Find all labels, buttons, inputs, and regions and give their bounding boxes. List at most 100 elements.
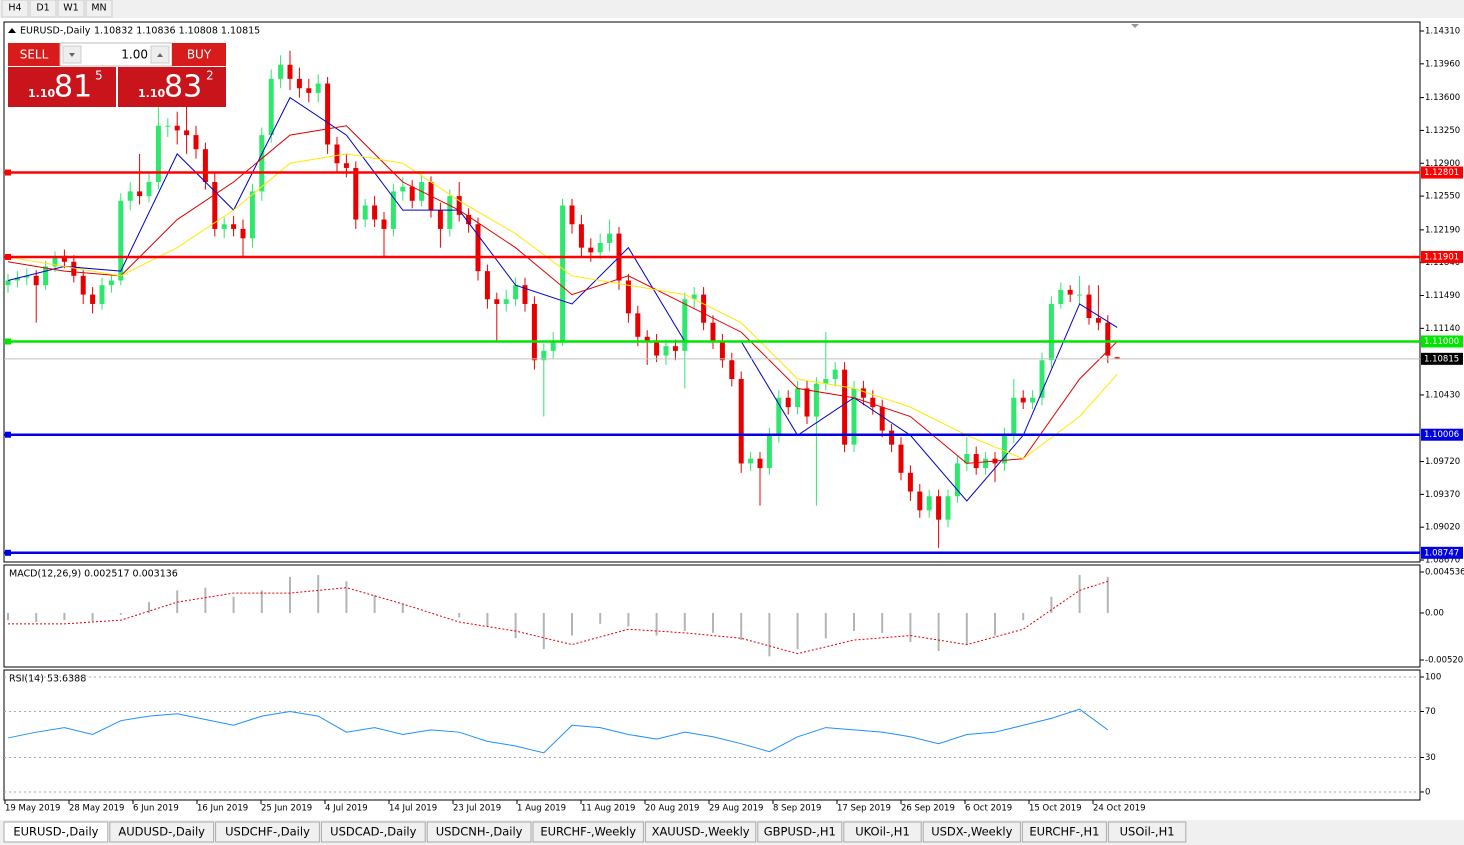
- candle-body: [691, 294, 697, 300]
- y-tick-label: 0.004536: [1425, 568, 1464, 578]
- candle-body: [155, 125, 161, 183]
- tab[interactable]: [1107, 821, 1187, 843]
- x-tick-label: 4 Jul 2019: [325, 804, 368, 814]
- x-tick-label: 15 Oct 2019: [1029, 804, 1082, 814]
- candle-body: [184, 130, 190, 136]
- y-tick-label: 1.09720: [1425, 457, 1460, 467]
- candle-body: [701, 294, 707, 323]
- tab[interactable]: [3, 821, 109, 843]
- candle-body: [983, 458, 989, 469]
- candle-body: [456, 196, 462, 215]
- bid-prefix: 1.10: [28, 87, 55, 100]
- candle-body: [24, 275, 30, 278]
- candle-body: [945, 496, 951, 520]
- candle-body: [766, 435, 772, 469]
- candle-body: [889, 430, 895, 445]
- x-tick-label: 24 Oct 2019: [1093, 804, 1146, 814]
- candle-body: [926, 496, 932, 511]
- timeframe-button[interactable]: [85, 0, 113, 18]
- y-tick-label: 1.09370: [1425, 490, 1460, 500]
- candle-body: [710, 322, 716, 342]
- candle-body: [118, 200, 124, 281]
- candle-body: [785, 397, 791, 408]
- candle-body: [108, 280, 114, 286]
- timeframe-button[interactable]: [1, 0, 29, 18]
- candle-body: [287, 64, 293, 79]
- macd-frame: [3, 564, 1421, 668]
- buy-label: BUY: [187, 48, 212, 62]
- candle-body: [400, 186, 406, 192]
- candle-body: [372, 205, 378, 220]
- candle-body: [1095, 318, 1101, 323]
- tab-label: EURUSD-,Daily: [13, 825, 98, 839]
- tab[interactable]: [109, 821, 215, 843]
- collapse-icon: [8, 28, 16, 33]
- tab[interactable]: [757, 821, 843, 843]
- sell-button[interactable]: [8, 43, 60, 66]
- tab[interactable]: [532, 821, 644, 843]
- candle-body: [936, 496, 942, 520]
- bid-box[interactable]: [8, 67, 116, 107]
- candle-body: [917, 491, 923, 511]
- ask-box[interactable]: [118, 67, 226, 107]
- candle-body: [80, 275, 86, 295]
- candle-body: [325, 83, 331, 145]
- tab[interactable]: [320, 821, 426, 843]
- candle-body: [137, 191, 143, 197]
- level-handle[interactable]: [5, 253, 11, 260]
- candle-body: [61, 257, 67, 262]
- x-tick-label: 14 Jul 2019: [389, 804, 437, 814]
- tab[interactable]: [426, 821, 532, 843]
- level-label: 1.11901: [1424, 252, 1459, 262]
- candle-body: [541, 350, 547, 361]
- y-tick-label: 1.12190: [1425, 225, 1460, 235]
- tab[interactable]: [644, 821, 757, 843]
- tab-label: USDCHF-,Daily: [225, 825, 310, 839]
- x-tick-label: 25 Jun 2019: [261, 804, 312, 814]
- y-tick-label: 100: [1425, 673, 1441, 683]
- candle-body: [1086, 294, 1092, 319]
- candle-body: [381, 219, 387, 229]
- candle-body: [513, 285, 519, 300]
- candle-body: [832, 369, 838, 379]
- timeframe-button[interactable]: [57, 0, 85, 18]
- candle-body: [484, 271, 490, 300]
- main-frame: [3, 21, 1421, 563]
- level-label: 1.10006: [1424, 430, 1459, 440]
- level-handle[interactable]: [5, 431, 11, 438]
- candle-body: [343, 163, 349, 168]
- candle-body: [221, 224, 227, 229]
- candle-body: [362, 205, 368, 220]
- volume-value: 1.00: [121, 48, 148, 62]
- level-label-box: [1421, 428, 1463, 441]
- candle-body: [851, 388, 857, 445]
- level-handle[interactable]: [5, 338, 11, 345]
- candle-body: [973, 454, 979, 469]
- timeframe-label: W1: [63, 3, 78, 14]
- ohlc-header: 1.10832 1.10836 1.10808 1.10815: [94, 26, 260, 37]
- tab[interactable]: [1021, 821, 1107, 843]
- x-tick-label: 6 Jun 2019: [133, 804, 179, 814]
- tab[interactable]: [215, 821, 320, 843]
- timeframe-label: MN: [91, 3, 106, 14]
- candle-body: [409, 186, 415, 201]
- tab[interactable]: [922, 821, 1021, 843]
- level-label-box: [1421, 335, 1463, 348]
- candle-body: [804, 388, 810, 417]
- timeframe-button[interactable]: [29, 0, 57, 18]
- y-tick-label: 1.14310: [1425, 27, 1460, 37]
- candle-body: [569, 205, 575, 225]
- macd-title: MACD(12,26,9) 0.002517 0.003136: [9, 569, 178, 580]
- candle-body: [127, 191, 133, 201]
- down-arrow: [69, 53, 75, 57]
- level-handle[interactable]: [5, 549, 11, 556]
- level-handle[interactable]: [5, 169, 11, 176]
- tab[interactable]: [843, 821, 922, 843]
- trade-panel: SELL 1.00 BUY 1.10 81 5 1.10 83 2: [8, 42, 226, 107]
- candle-body: [1039, 360, 1045, 398]
- candle-body: [738, 378, 744, 464]
- buy-button[interactable]: [172, 43, 226, 66]
- candle-body: [240, 228, 246, 239]
- candle-body: [1048, 303, 1054, 361]
